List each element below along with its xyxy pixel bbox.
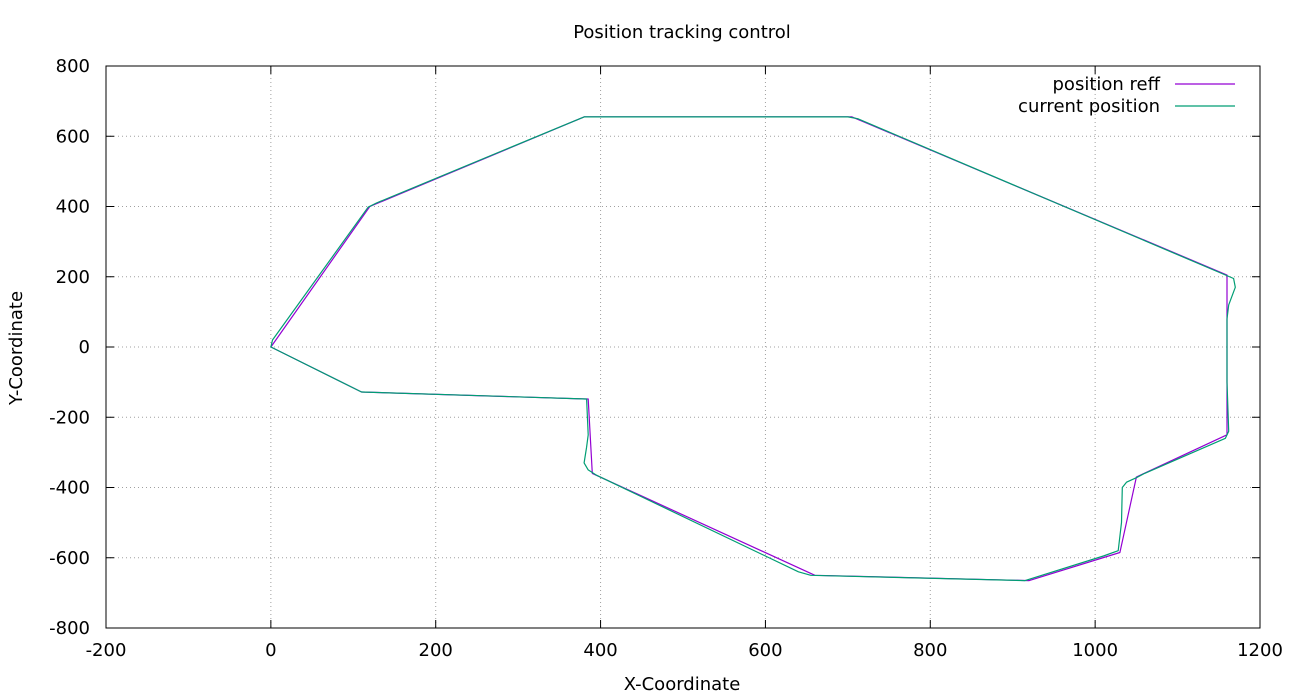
y-tick-label: -600 xyxy=(49,548,90,569)
legend-label-position-reff: position reff xyxy=(1053,74,1161,95)
y-tick-label: 800 xyxy=(56,56,90,77)
x-tick-label: -200 xyxy=(86,640,127,661)
grid-lines xyxy=(106,66,1260,628)
y-axis-label: Y-Coordinate xyxy=(6,291,27,406)
series-lines xyxy=(270,116,1236,582)
y-tick-label: 600 xyxy=(56,126,90,147)
y-tick-label: 400 xyxy=(56,197,90,218)
x-tick-label: 600 xyxy=(748,640,782,661)
y-tick-label: -400 xyxy=(49,478,90,499)
x-tick-label: 1200 xyxy=(1237,640,1283,661)
series-line-position-reff xyxy=(270,116,1228,582)
x-tick-label: 200 xyxy=(419,640,453,661)
axis-ticks: -200 0 200 400 600 800 1000 1200 -800 -600 -400 -20… xyxy=(49,56,1283,661)
y-tick-label: -200 xyxy=(49,407,90,428)
x-axis-label: X-Coordinate xyxy=(624,674,741,695)
chart-title: Position tracking control xyxy=(573,22,791,43)
x-tick-label: 400 xyxy=(583,640,617,661)
y-tick-label: -800 xyxy=(49,618,90,639)
legend-label-current-position: current position xyxy=(1018,96,1160,117)
series-line-current-position xyxy=(270,116,1236,582)
x-tick-label: 1000 xyxy=(1072,640,1118,661)
y-tick-label: 0 xyxy=(79,337,90,358)
x-tick-label: 0 xyxy=(265,640,276,661)
y-tick-label: 200 xyxy=(56,267,90,288)
x-tick-label: 800 xyxy=(913,640,947,661)
